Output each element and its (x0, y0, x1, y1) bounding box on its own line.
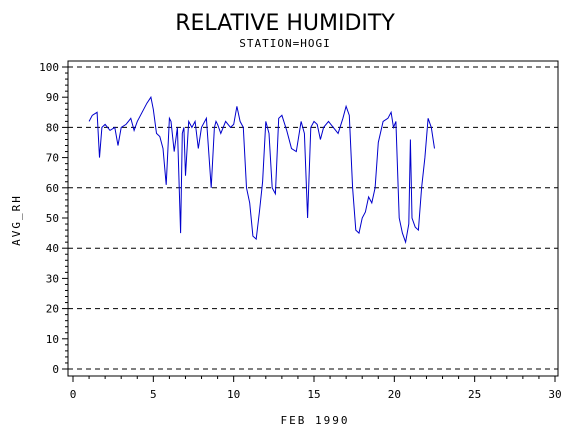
series-line-0 (88, 95, 435, 245)
y-tick-label: 40 (46, 242, 59, 255)
x-axis-label: FEB 1990 (281, 414, 350, 427)
x-tick-label: 25 (468, 388, 481, 401)
y-tick-label: 90 (46, 91, 59, 104)
y-tick-label: 50 (46, 212, 59, 225)
y-tick-label: 60 (46, 182, 59, 195)
y-tick-label: 0 (52, 363, 59, 376)
plot-frame (67, 60, 559, 377)
reference-lines (68, 66, 558, 370)
y-tick-label: 100 (39, 61, 59, 74)
x-tick-label: 30 (548, 388, 561, 401)
y-tick-label: 30 (46, 272, 59, 285)
x-axis: 0 5 10 15 20 25 30 (70, 376, 562, 401)
y-tick-label: 80 (46, 121, 59, 134)
series-group (88, 95, 435, 245)
y-tick-label: 10 (46, 333, 59, 346)
y-tick-label: 20 (46, 303, 59, 316)
x-tick-label: 10 (227, 388, 240, 401)
x-tick-label: 20 (388, 388, 401, 401)
x-tick-label: 0 (70, 388, 77, 401)
y-axis: 0 10 20 30 40 50 60 70 80 90 100 (39, 61, 68, 376)
chart-title: RELATIVE HUMIDITY (175, 11, 395, 36)
y-tick-label: 70 (46, 152, 59, 165)
x-tick-label: 5 (150, 388, 157, 401)
chart-subtitle: STATION=HOGI (239, 37, 330, 50)
y-axis-label: AVG_RH (10, 194, 23, 246)
x-tick-label: 15 (307, 388, 320, 401)
